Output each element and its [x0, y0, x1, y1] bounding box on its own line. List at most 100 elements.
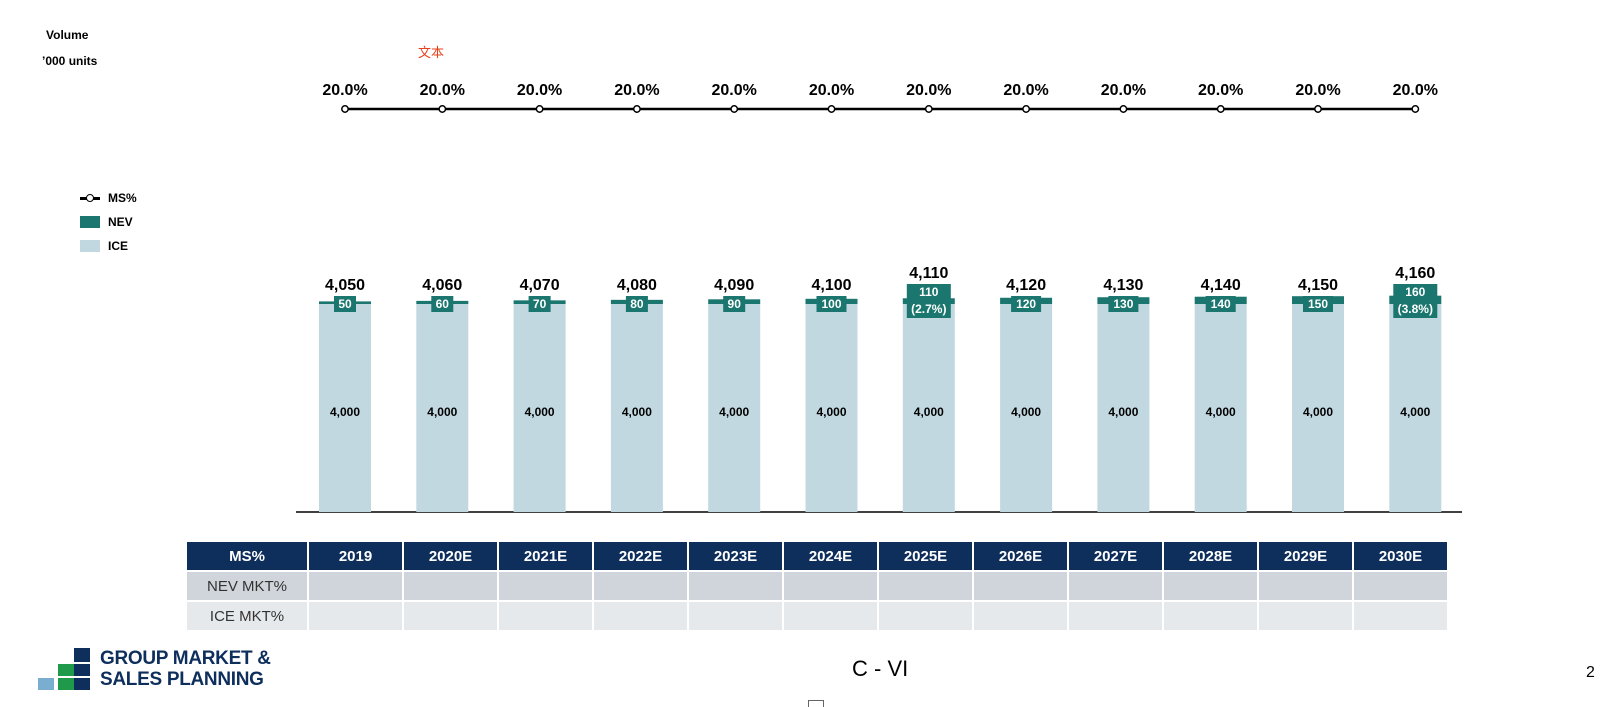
nev-label-box — [906, 284, 951, 318]
logo-line-2: SALES PLANNING — [100, 669, 264, 690]
nev-share-label: (3.8%) — [1398, 302, 1433, 316]
ice-bar — [610, 304, 663, 512]
ms-point — [341, 105, 349, 113]
ice-data-label: 4,000 — [719, 405, 749, 419]
ms-label: 20.0% — [1295, 82, 1340, 99]
ms-point — [827, 105, 836, 113]
ms-point — [924, 105, 933, 113]
total-label: 4,150 — [1298, 277, 1338, 294]
ms-point — [438, 105, 447, 113]
chart-legend: MS% NEV ICE — [80, 186, 137, 258]
ms-label: 20.0% — [517, 82, 562, 99]
ms-point — [1216, 105, 1225, 113]
legend-item-nev: NEV — [80, 210, 137, 234]
total-label: 4,120 — [1006, 277, 1046, 294]
table-cell — [1354, 602, 1447, 630]
table-cell — [404, 602, 497, 630]
nev-label-box — [528, 296, 551, 312]
table-cell — [879, 602, 972, 630]
row-label: ICE MKT% — [187, 602, 307, 630]
total-label: 4,060 — [422, 277, 462, 294]
legend-label: ICE — [108, 239, 129, 253]
table-cell — [309, 602, 402, 630]
stacked-bar-chart: 4,000 50 4,050 20.0% 4,000 60 4,060 20.0% 4,000 7… — [296, 82, 1462, 513]
year-header: 2021E — [499, 542, 592, 570]
table-cell — [974, 602, 1067, 630]
ice-data-label: 4,000 — [1206, 405, 1236, 419]
year-header: 2023E — [689, 542, 782, 570]
total-label: 4,140 — [1201, 277, 1241, 294]
total-label: 4,090 — [714, 277, 754, 294]
ms-point — [730, 105, 739, 113]
ms-point — [1314, 105, 1322, 113]
ms-label: 20.0% — [1101, 82, 1146, 99]
legend-item-ice: ICE — [80, 234, 137, 258]
nev-data-label: 160 — [1405, 285, 1425, 299]
line-marker-icon — [80, 192, 100, 204]
nev-label-box — [1011, 296, 1042, 312]
total-label: 4,160 — [1395, 265, 1435, 282]
ice-data-label: 4,000 — [330, 405, 360, 419]
ice-bar — [902, 304, 955, 512]
ice-data-label: 4,000 — [816, 405, 846, 419]
ice-bar — [1194, 304, 1247, 512]
nev-data-label: 140 — [1211, 297, 1231, 311]
ice-bar — [319, 304, 371, 512]
table-cell — [499, 572, 592, 600]
nev-data-label: 110 — [919, 285, 939, 299]
ice-bar — [1292, 304, 1344, 512]
ms-label: 20.0% — [1003, 82, 1048, 99]
ice-data-label: 4,000 — [1011, 405, 1041, 419]
year-header: 2027E — [1069, 542, 1162, 570]
table-cell — [879, 572, 972, 600]
market-share-table: MS% 2019 2020E 2021E 2022E 2023E 2024E 2025E 20… — [185, 540, 1449, 632]
nev-label-box — [625, 296, 648, 312]
ice-data-label: 4,000 — [427, 405, 457, 419]
ms-point — [632, 105, 641, 113]
year-header: 2028E — [1164, 542, 1257, 570]
footer-label: C - VI — [852, 656, 909, 681]
ice-data-label: 4,000 — [1108, 405, 1138, 419]
ice-data-label: 4,000 — [1303, 405, 1333, 419]
nev-label-box — [816, 296, 847, 312]
ice-bar — [1097, 304, 1150, 512]
ice-data-label: 4,000 — [525, 405, 555, 419]
table-cell — [594, 602, 687, 630]
table-cell — [1354, 572, 1447, 600]
unit-title: Volume — [46, 28, 89, 42]
ms-point — [1411, 105, 1420, 113]
table-cell — [974, 572, 1067, 600]
nev-data-label: 50 — [338, 297, 352, 311]
year-header: 2026E — [974, 542, 1067, 570]
nev-data-label: 80 — [630, 297, 644, 311]
legend-label: MS% — [108, 191, 137, 205]
ms-point — [1119, 105, 1128, 113]
table-cell — [404, 572, 497, 600]
ms-point — [535, 105, 544, 113]
table-header-label: MS% — [187, 542, 307, 570]
table-cell — [1069, 572, 1162, 600]
nev-data-label: 90 — [728, 297, 742, 311]
ice-bar — [1000, 304, 1053, 512]
ms-label: 20.0% — [614, 82, 659, 99]
table-cell — [499, 602, 592, 630]
company-logo-icon — [38, 648, 90, 690]
nev-data-label: 150 — [1308, 297, 1328, 311]
year-header: 2029E — [1259, 542, 1352, 570]
ice-bar — [708, 304, 761, 512]
nev-data-label: 120 — [1016, 297, 1036, 311]
year-header: 2030E — [1354, 542, 1447, 570]
table-cell — [309, 572, 402, 600]
total-label: 4,080 — [617, 277, 657, 294]
year-header: 2024E — [784, 542, 877, 570]
logo-text: GROUP MARKET & SALES PLANNING — [100, 648, 271, 690]
table-cell — [689, 602, 782, 630]
table-cell — [784, 572, 877, 600]
ms-label: 20.0% — [420, 82, 465, 99]
ice-data-label: 4,000 — [622, 405, 652, 419]
nev-data-label: 100 — [821, 297, 841, 311]
nev-share-label: (2.7%) — [911, 302, 946, 316]
table-cell — [1164, 602, 1257, 630]
nev-label-box — [1108, 296, 1139, 312]
nev-data-label: 70 — [533, 297, 547, 311]
